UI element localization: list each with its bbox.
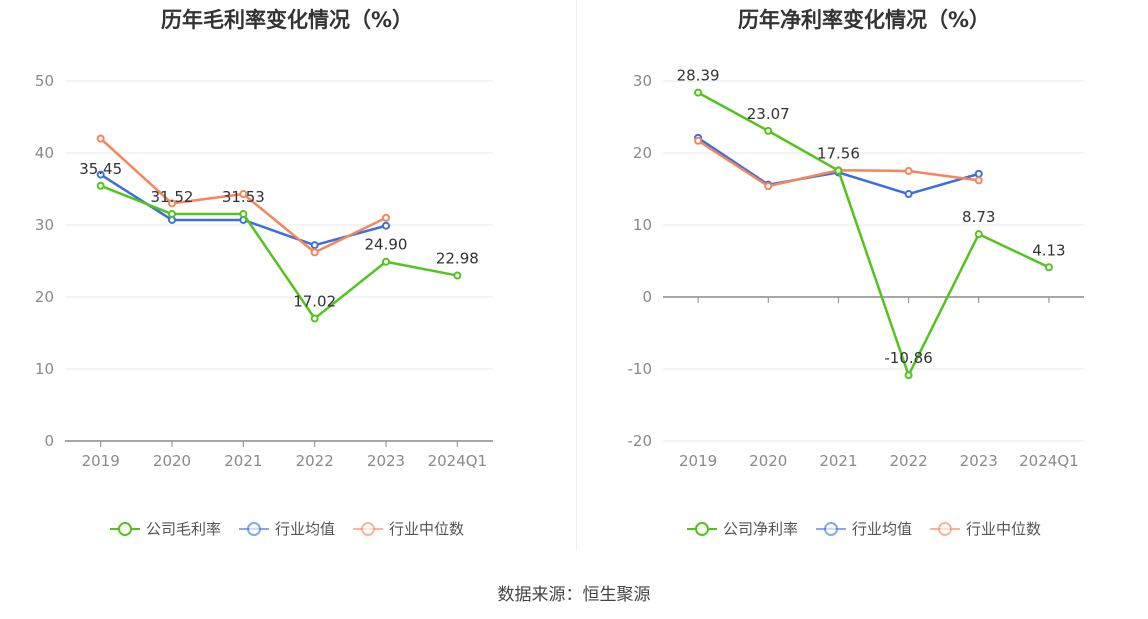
x-tick-label: 2023 — [367, 452, 405, 470]
legend-item[interactable]: 行业中位数 — [930, 518, 1041, 539]
data-point — [382, 221, 390, 230]
data-label: -10.86 — [884, 349, 932, 367]
x-tick-label: 2021 — [819, 452, 857, 470]
data-point — [974, 230, 983, 239]
x-tick-label: 2019 — [82, 452, 120, 470]
legend-item[interactable]: 行业中位数 — [353, 518, 464, 539]
legend-label: 公司净利率 — [722, 520, 798, 538]
data-point — [904, 371, 913, 380]
data-point — [96, 170, 105, 179]
y-tick-label: 50 — [35, 72, 54, 90]
y-tick-label: 30 — [35, 216, 54, 234]
data-point — [694, 136, 703, 145]
legend-label: 行业中位数 — [966, 520, 1042, 538]
data-point — [310, 314, 319, 323]
data-point — [694, 88, 703, 97]
data-point — [168, 210, 176, 219]
x-tick-label: 2024Q1 — [1019, 452, 1079, 470]
legend-item[interactable]: 公司毛利率 — [109, 518, 221, 539]
data-point — [974, 169, 983, 178]
series-line — [100, 184, 458, 320]
data-point — [453, 271, 462, 280]
legend-item[interactable]: 行业均值 — [238, 518, 335, 539]
data-label: 17.02 — [293, 292, 336, 310]
y-tick-label: -10 — [628, 360, 653, 378]
data-point — [96, 181, 105, 190]
chart-title: 历年净利率变化情况（%） — [737, 8, 991, 32]
x-tick-label: 2021 — [224, 452, 262, 470]
data-source-note: 数据来源：恒生聚源 — [497, 585, 651, 605]
series-line — [697, 91, 1050, 377]
legend-label: 公司毛利率 — [145, 520, 221, 538]
legend-swatch-icon — [686, 521, 717, 536]
data-point — [239, 209, 248, 218]
data-label: 23.07 — [747, 105, 790, 123]
gross-margin-plot: 0 10 20 30 40 50 2019 2020 2021 2022 2023 2024Q1 35.… — [35, 72, 493, 470]
data-point — [310, 241, 319, 250]
y-tick-label: 40 — [35, 144, 54, 162]
chart-title: 历年毛利率变化情况（%） — [160, 8, 414, 32]
legend-swatch-icon — [109, 521, 140, 536]
legend-item[interactable]: 行业均值 — [815, 518, 912, 539]
legend-label: 行业均值 — [851, 520, 912, 538]
series-line — [99, 173, 387, 247]
x-tick-label: 2024Q1 — [428, 452, 488, 470]
panel-divider — [576, 0, 577, 550]
x-tick-label: 2023 — [960, 452, 998, 470]
data-label: 24.90 — [365, 236, 408, 254]
data-label: 8.73 — [962, 208, 995, 226]
data-point — [382, 257, 390, 266]
chart-legend: 公司净利率 行业均值 行业中位数 — [577, 518, 1148, 539]
data-point — [96, 134, 105, 143]
data-point — [834, 166, 843, 175]
data-label: 22.98 — [436, 250, 479, 268]
data-point — [239, 190, 248, 199]
data-point — [168, 199, 176, 208]
data-label: 35.45 — [79, 160, 122, 178]
gross-margin-chart: 历年毛利率变化情况（%） 0 10 20 30 40 50 2019 2020 2021 2022… — [0, 0, 574, 560]
y-tick-label: 30 — [633, 72, 652, 90]
data-label: 4.13 — [1032, 241, 1065, 259]
data-point — [764, 182, 773, 191]
x-tick-label: 2020 — [153, 452, 191, 470]
data-point — [310, 248, 319, 257]
legend-label: 行业均值 — [274, 520, 335, 538]
x-tick-label: 2019 — [679, 452, 717, 470]
legend-swatch-icon — [238, 521, 269, 536]
net-margin-chart: 历年净利率变化情况（%） -20 -10 0 10 20 30 2019 2020 2021 20… — [577, 0, 1148, 560]
data-label: 28.39 — [677, 67, 720, 85]
y-tick-label: 0 — [44, 432, 54, 450]
y-tick-label: 10 — [35, 360, 54, 378]
legend-label: 行业中位数 — [389, 520, 465, 538]
net-margin-plot: -20 -10 0 10 20 30 2019 2020 2021 2022 2023 2024Q1 2… — [628, 67, 1084, 470]
legend-item[interactable]: 公司净利率 — [686, 518, 798, 539]
data-point — [1044, 263, 1053, 272]
data-point — [764, 126, 773, 135]
data-label: 31.53 — [222, 188, 265, 206]
x-tick-label: 2022 — [889, 452, 927, 470]
y-tick-label: 0 — [642, 288, 652, 306]
data-point — [904, 167, 913, 175]
x-tick-label: 2022 — [296, 452, 334, 470]
data-label: 17.56 — [817, 145, 860, 163]
chart-legend: 公司毛利率 行业均值 行业中位数 — [0, 518, 574, 539]
y-tick-label: -20 — [628, 432, 653, 450]
y-tick-label: 20 — [35, 288, 54, 306]
data-point — [904, 190, 913, 199]
data-point — [974, 176, 983, 185]
data-label: 31.52 — [151, 188, 194, 206]
y-tick-label: 20 — [633, 144, 652, 162]
data-point — [382, 213, 390, 222]
legend-swatch-icon — [930, 521, 960, 536]
legend-swatch-icon — [815, 521, 846, 536]
legend-swatch-icon — [353, 521, 383, 536]
y-tick-label: 10 — [633, 216, 652, 234]
x-tick-label: 2020 — [749, 452, 787, 470]
